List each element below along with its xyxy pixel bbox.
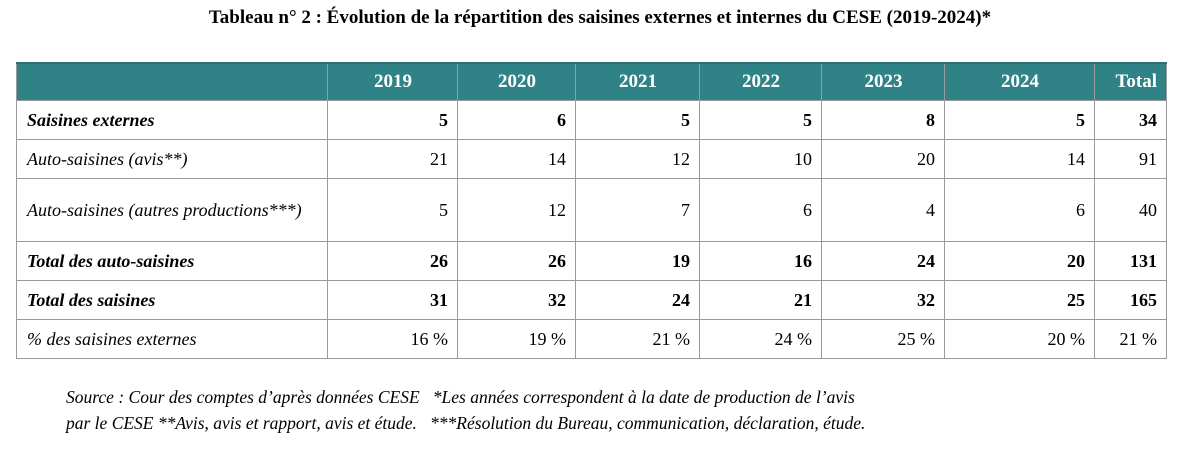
header-cell-empty — [16, 62, 328, 101]
table-cell: 7 — [575, 178, 700, 242]
table-cell-total: 34 — [1094, 100, 1167, 140]
table-cell: 19 % — [457, 319, 576, 359]
table-cell: 25 — [944, 280, 1095, 320]
table-cell: 16 — [699, 241, 822, 281]
row-label: Total des saisines — [16, 280, 328, 320]
table-cell-total: 40 — [1094, 178, 1167, 242]
table-cell: 20 — [821, 139, 945, 179]
table-row-total-auto-saisines: Total des auto-saisines 26 26 19 16 24 2… — [16, 241, 1167, 281]
table-cell: 26 — [457, 241, 576, 281]
table-cell: 21 % — [575, 319, 700, 359]
table-cell: 14 — [457, 139, 576, 179]
table-cell: 6 — [944, 178, 1095, 242]
table-row-auto-saisines-autres: Auto-saisines (autres productions***) 5 … — [16, 178, 1167, 242]
table-cell: 24 — [575, 280, 700, 320]
header-cell-2021: 2021 — [575, 62, 700, 101]
header-cell-2024: 2024 — [944, 62, 1095, 101]
table-cell: 20 % — [944, 319, 1095, 359]
table-cell-total: 165 — [1094, 280, 1167, 320]
row-label: Auto-saisines (avis**) — [16, 139, 328, 179]
source-note: Source : Cour des comptes d’après donnée… — [66, 384, 1166, 436]
data-table: 2019 2020 2021 2022 2023 2024 Total Sais… — [16, 62, 1167, 359]
table-cell: 5 — [575, 100, 700, 140]
table-cell: 8 — [821, 100, 945, 140]
table-cell: 31 — [327, 280, 458, 320]
table-cell: 21 — [699, 280, 822, 320]
header-cell-2023: 2023 — [821, 62, 945, 101]
table-cell: 5 — [327, 100, 458, 140]
row-label: Auto-saisines (autres productions***) — [16, 178, 328, 242]
header-cell-2022: 2022 — [699, 62, 822, 101]
table-cell: 10 — [699, 139, 822, 179]
table-title: Tableau n° 2 : Évolution de la répartiti… — [208, 7, 992, 28]
row-label: % des saisines externes — [16, 319, 328, 359]
table-cell: 5 — [944, 100, 1095, 140]
row-label: Saisines externes — [16, 100, 328, 140]
source-note-line-1: Source : Cour des comptes d’après donnée… — [66, 387, 855, 407]
table-cell-total: 91 — [1094, 139, 1167, 179]
table-cell: 19 — [575, 241, 700, 281]
table-cell: 12 — [575, 139, 700, 179]
table-cell: 24 % — [699, 319, 822, 359]
table-cell: 14 — [944, 139, 1095, 179]
table-row-pct-externes: % des saisines externes 16 % 19 % 21 % 2… — [16, 319, 1167, 359]
table-cell: 21 — [327, 139, 458, 179]
row-label: Total des auto-saisines — [16, 241, 328, 281]
source-note-line-2: par le CESE **Avis, avis et rapport, avi… — [66, 413, 866, 433]
table-cell: 20 — [944, 241, 1095, 281]
table-cell: 5 — [327, 178, 458, 242]
table-cell: 32 — [821, 280, 945, 320]
table-cell: 25 % — [821, 319, 945, 359]
table-row-total-saisines: Total des saisines 31 32 24 21 32 25 165 — [16, 280, 1167, 320]
table-cell: 6 — [699, 178, 822, 242]
header-row: 2019 2020 2021 2022 2023 2024 Total — [16, 62, 1167, 101]
table-cell: 5 — [699, 100, 822, 140]
table-cell: 12 — [457, 178, 576, 242]
header-cell-2019: 2019 — [327, 62, 458, 101]
table-cell: 4 — [821, 178, 945, 242]
header-cell-total: Total — [1094, 62, 1167, 101]
table-cell: 16 % — [327, 319, 458, 359]
table-cell: 24 — [821, 241, 945, 281]
table-cell-total: 21 % — [1094, 319, 1167, 359]
header-cell-2020: 2020 — [457, 62, 576, 101]
table-row-saisines-externes: Saisines externes 5 6 5 5 8 5 34 — [16, 100, 1167, 140]
table-cell: 32 — [457, 280, 576, 320]
table-cell: 6 — [457, 100, 576, 140]
table-row-auto-saisines-avis: Auto-saisines (avis**) 21 14 12 10 20 14… — [16, 139, 1167, 179]
table-cell: 26 — [327, 241, 458, 281]
table-cell-total: 131 — [1094, 241, 1167, 281]
